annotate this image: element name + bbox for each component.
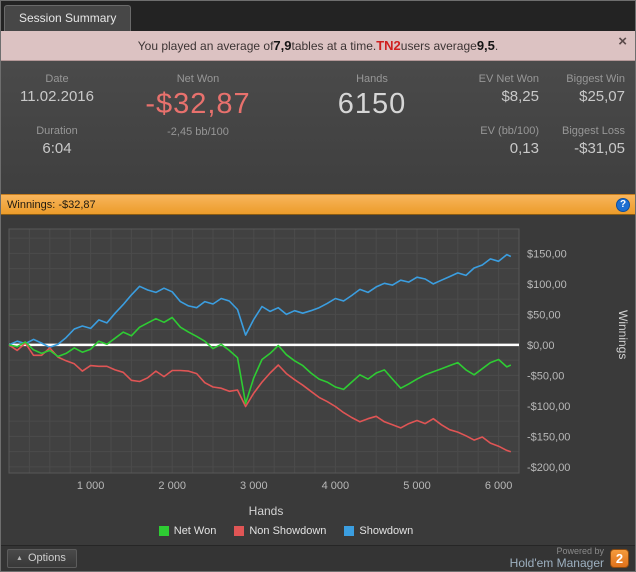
stats-column-ev: EV Net Won $8,25 EV (bb/100) 0,13 — [461, 73, 539, 194]
ev-bb100-value: 0,13 — [509, 140, 539, 157]
ev-net-won-value: $8,25 — [501, 88, 539, 105]
brand-text: Hold'em Manager — [509, 555, 604, 570]
options-button-label: Options — [27, 552, 66, 564]
tab-session-summary[interactable]: Session Summary — [4, 5, 132, 31]
stats-panel: Date 11.02.2016 Duration 6:04 Net Won -$… — [1, 61, 635, 194]
biggest-win-label: Biggest Win — [566, 73, 625, 85]
legend-item-non-showdown[interactable]: Non Showdown — [234, 525, 326, 537]
svg-text:-$200,00: -$200,00 — [527, 462, 570, 474]
notification-tables-average: 7,9 — [273, 38, 292, 53]
net-won-label: Net Won — [176, 73, 220, 85]
non-showdown-swatch-icon — [234, 526, 245, 536]
ev-bb100-label: EV (bb/100) — [480, 125, 539, 137]
powered-by-text: Powered by — [556, 546, 604, 557]
hands-label: Hands — [356, 73, 388, 85]
svg-text:-$50,00: -$50,00 — [527, 370, 564, 382]
svg-text:3 000: 3 000 — [240, 480, 268, 492]
svg-text:2 000: 2 000 — [158, 480, 186, 492]
winnings-title-bar: Winnings: -$32,87 ? — [1, 194, 635, 215]
svg-text:1 000: 1 000 — [77, 480, 105, 492]
svg-text:5 000: 5 000 — [403, 480, 431, 492]
net-won-bb100: -2,45 bb/100 — [167, 126, 229, 139]
svg-text:$100,00: $100,00 — [527, 279, 567, 291]
svg-text:-$150,00: -$150,00 — [527, 431, 570, 443]
powered-by-block: Powered by Hold'em Manager 2 — [510, 546, 629, 570]
svg-text:-$100,00: -$100,00 — [527, 401, 570, 413]
notification-text-prefix: You played an average of — [137, 38, 274, 53]
notification-text-suffix: . — [494, 38, 499, 53]
date-value: 11.02.2016 — [20, 88, 94, 105]
ev-net-won-label: EV Net Won — [478, 73, 539, 85]
holdem-manager-logo: 2 — [610, 548, 629, 568]
chart-legend: Net Won Non Showdown Showdown — [1, 525, 571, 537]
svg-text:$50,00: $50,00 — [527, 309, 561, 321]
stats-column-net-won: Net Won -$32,87 -2,45 bb/100 — [113, 73, 283, 194]
help-icon[interactable]: ? — [616, 197, 630, 212]
hands-value: 6150 — [337, 88, 407, 120]
options-arrow-icon: ▲ — [16, 554, 23, 562]
stats-column-date: Date 11.02.2016 Duration 6:04 — [1, 73, 113, 194]
chart-y-axis-title: Winnings — [616, 310, 630, 360]
legend-label-showdown: Showdown — [359, 525, 414, 537]
tab-bar: Session Summary — [1, 1, 635, 31]
winnings-title: Winnings: -$32,87 — [7, 198, 96, 211]
footer-bar: ▲ Options Powered by Hold'em Manager 2 — [1, 545, 635, 571]
notification-bar: You played an average of 7,9 tables at a… — [1, 31, 635, 61]
notification-text-middle2: users average — [400, 38, 477, 53]
svg-text:$150,00: $150,00 — [527, 248, 567, 260]
svg-text:6 000: 6 000 — [485, 480, 513, 492]
duration-value: 6:04 — [42, 140, 72, 157]
notification-text-middle: tables at a time. — [291, 38, 377, 53]
winnings-chart-area: 1 000 2 000 3 000 4 000 5 000 6 000 $150,00 $10… — [1, 215, 635, 545]
net-won-swatch-icon — [158, 526, 169, 536]
showdown-swatch-icon — [344, 526, 355, 536]
biggest-loss-label: Biggest Loss — [562, 125, 625, 137]
legend-label-non-showdown: Non Showdown — [249, 525, 327, 537]
duration-label: Duration — [36, 125, 78, 137]
legend-label-net-won: Net Won — [173, 525, 217, 537]
net-won-value: -$32,87 — [145, 88, 251, 120]
stats-column-biggest: Biggest Win $25,07 Biggest Loss -$31,05 — [539, 73, 625, 194]
chart-x-axis-title: Hands — [248, 504, 284, 518]
options-button[interactable]: ▲ Options — [7, 549, 77, 568]
legend-item-showdown[interactable]: Showdown — [344, 525, 413, 537]
svg-text:4 000: 4 000 — [322, 480, 350, 492]
close-icon[interactable]: × — [618, 33, 627, 50]
stats-column-hands: Hands 6150 — [283, 73, 461, 194]
biggest-win-value: $25,07 — [579, 88, 625, 105]
notification-brand: TN2 — [376, 38, 401, 53]
svg-text:$0,00: $0,00 — [527, 340, 555, 352]
legend-item-net-won[interactable]: Net Won — [158, 525, 217, 537]
notification-users-average: 9,5 — [476, 38, 495, 53]
winnings-chart: 1 000 2 000 3 000 4 000 5 000 6 000 $150,00 $10… — [8, 228, 570, 492]
biggest-loss-value: -$31,05 — [574, 140, 625, 157]
date-label: Date — [45, 73, 69, 85]
